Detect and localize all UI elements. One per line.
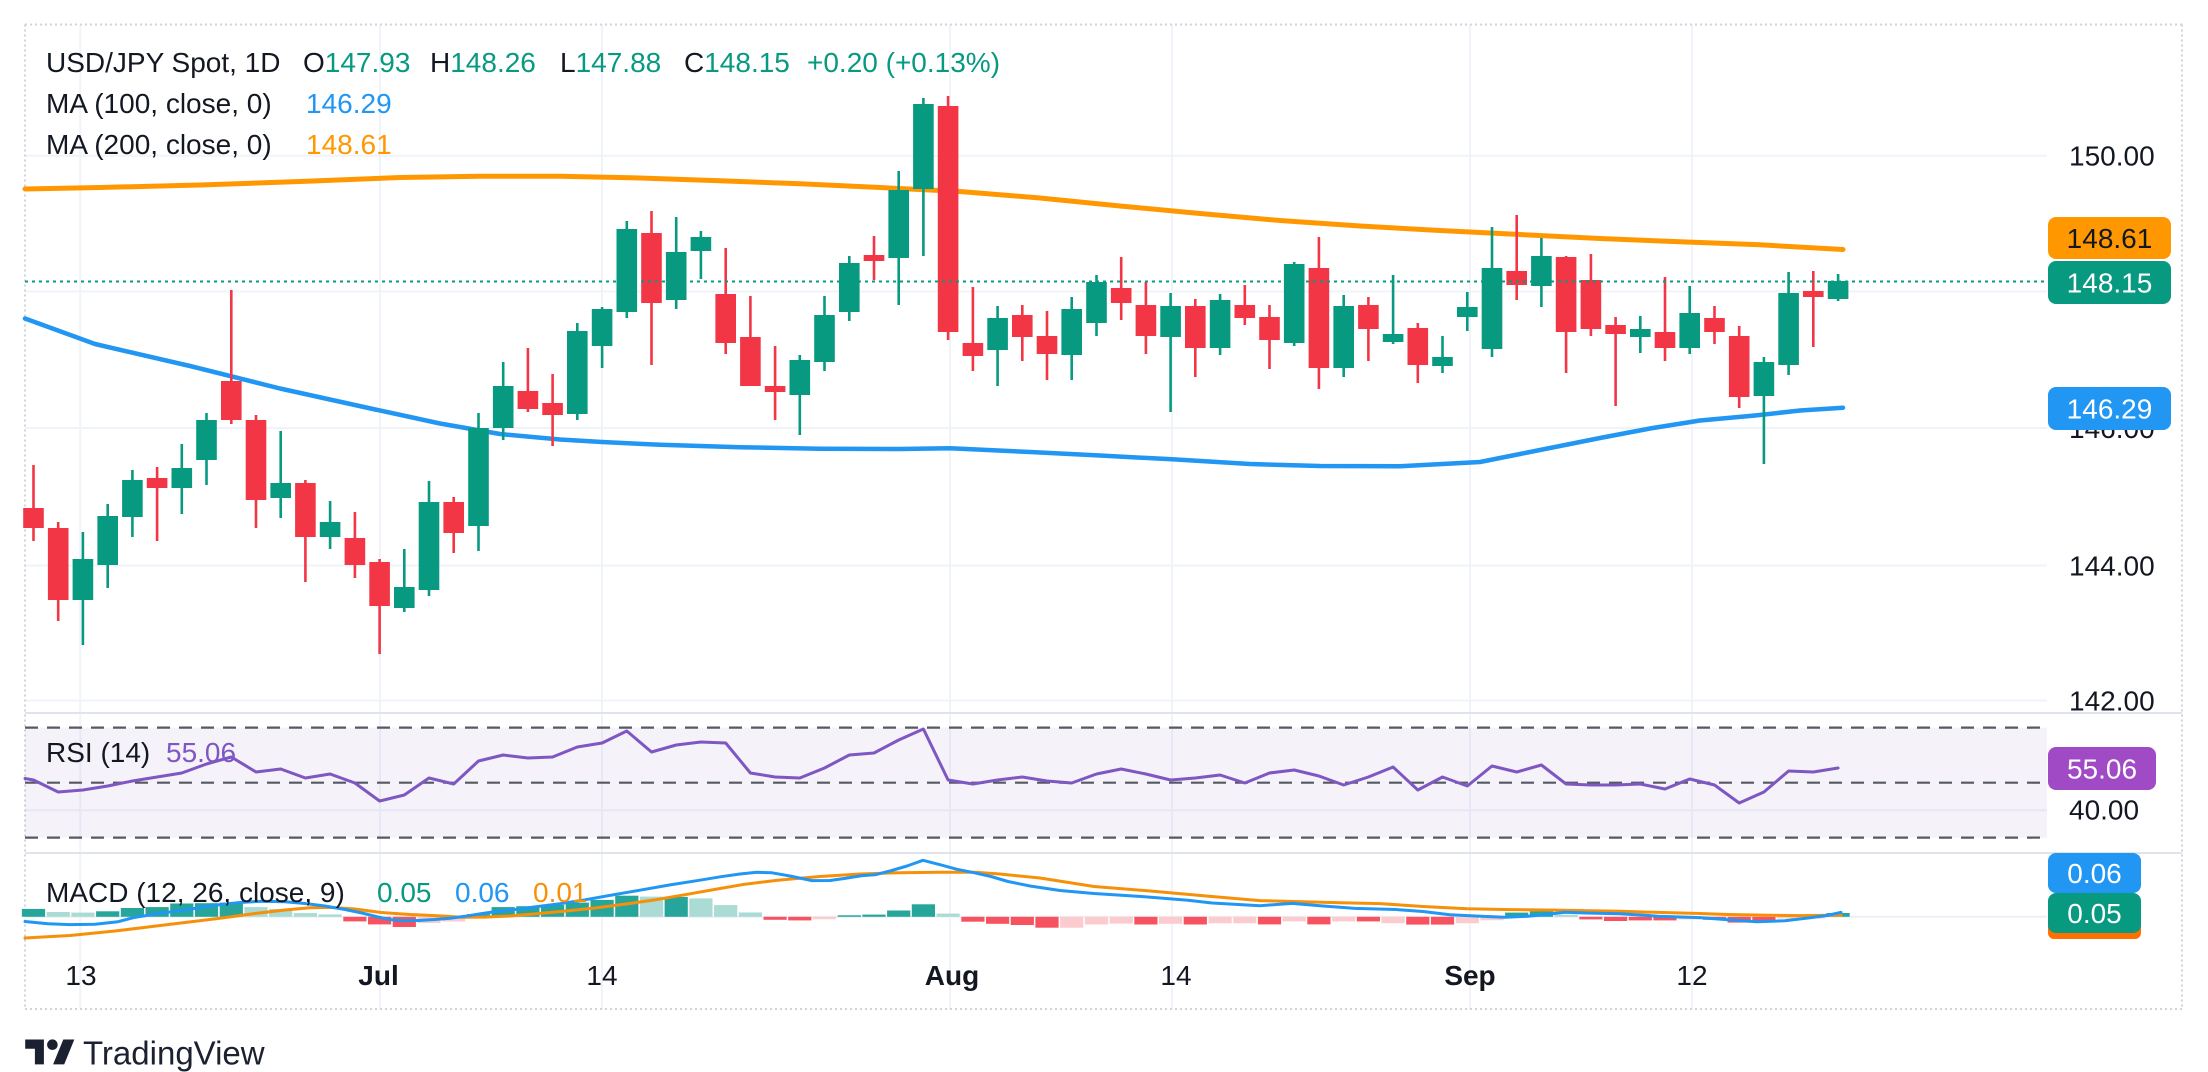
svg-text:13: 13 xyxy=(65,960,96,991)
svg-text:TradingView: TradingView xyxy=(83,1035,265,1072)
svg-text:O147.93: O147.93 xyxy=(303,47,410,78)
svg-text:144.00: 144.00 xyxy=(2069,551,2155,582)
svg-text:150.00: 150.00 xyxy=(2069,141,2155,172)
svg-text:0.06: 0.06 xyxy=(2067,858,2122,889)
svg-text:MACD (12, 26, close, 9): MACD (12, 26, close, 9) xyxy=(46,877,345,908)
svg-text:0.01: 0.01 xyxy=(533,877,588,908)
svg-text:142.00: 142.00 xyxy=(2069,686,2155,717)
svg-text:Sep: Sep xyxy=(1444,960,1495,991)
svg-text:55.06: 55.06 xyxy=(2067,754,2137,785)
svg-text:14: 14 xyxy=(1160,960,1191,991)
svg-text:+0.20 (+0.13%): +0.20 (+0.13%) xyxy=(807,47,1000,78)
svg-text:148.61: 148.61 xyxy=(306,129,392,160)
svg-text:40.00: 40.00 xyxy=(2069,795,2139,826)
svg-text:0.05: 0.05 xyxy=(377,877,432,908)
svg-text:148.61: 148.61 xyxy=(2067,223,2153,254)
svg-text:RSI (14): RSI (14) xyxy=(46,737,150,768)
svg-text:Jul: Jul xyxy=(358,960,398,991)
svg-text:L147.88: L147.88 xyxy=(560,47,661,78)
svg-text:MA (100, close, 0): MA (100, close, 0) xyxy=(46,88,272,119)
svg-text:146.29: 146.29 xyxy=(306,88,392,119)
svg-text:C148.15: C148.15 xyxy=(684,47,790,78)
svg-text:0.05: 0.05 xyxy=(2067,898,2122,929)
svg-text:14: 14 xyxy=(586,960,617,991)
svg-text:0.06: 0.06 xyxy=(455,877,510,908)
svg-text:Aug: Aug xyxy=(925,960,979,991)
svg-text:146.29: 146.29 xyxy=(2067,394,2153,425)
svg-text:148.15: 148.15 xyxy=(2067,268,2153,299)
svg-text:USD/JPY Spot, 1D: USD/JPY Spot, 1D xyxy=(46,47,280,78)
svg-text:H148.26: H148.26 xyxy=(430,47,536,78)
svg-text:MA (200, close, 0): MA (200, close, 0) xyxy=(46,129,272,160)
svg-text:12: 12 xyxy=(1676,960,1707,991)
svg-text:55.06: 55.06 xyxy=(166,737,236,768)
